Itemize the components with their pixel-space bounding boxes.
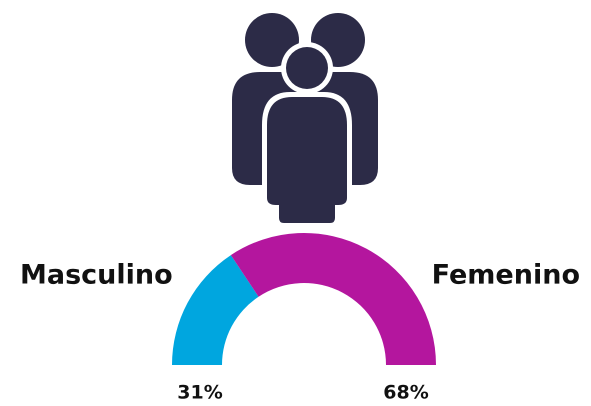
value-label: 31% [177,382,222,404]
category-label: Femenino [432,260,580,291]
value-label: 68% [383,382,428,404]
people-icon [232,13,378,228]
donut-segment [172,255,259,365]
donut-segment [230,233,436,365]
category-label: Masculino [20,260,173,291]
